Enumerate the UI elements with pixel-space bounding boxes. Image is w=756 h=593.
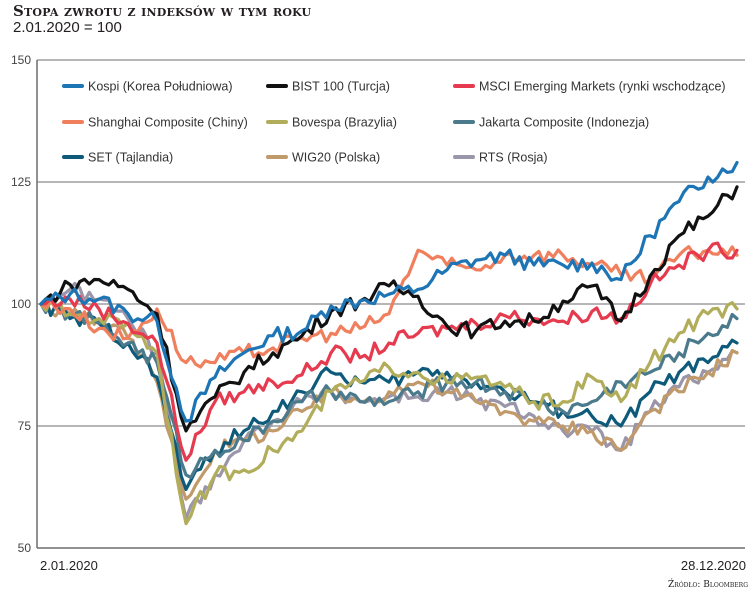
chart-subtitle: 2.01.2020 = 100 xyxy=(13,19,122,36)
series-line-5 xyxy=(39,298,739,480)
chart-title: Stopa zwrotu z indeksów w tym roku xyxy=(13,2,312,20)
legend-item: Shanghai Composite (Chiny) xyxy=(62,116,248,130)
legend-item: Bovespa (Brazylia) xyxy=(266,116,397,130)
source-note: Źródło: Bloomberg xyxy=(667,580,748,590)
legend: Kospi (Korea Południowa) BIST 100 (Turcja… xyxy=(62,80,726,165)
series-line-0 xyxy=(39,160,739,423)
legend-label: BIST 100 (Turcja) xyxy=(292,80,390,94)
x-start-label: 2.01.2020 xyxy=(40,558,98,573)
y-tick-label: 75 xyxy=(18,419,32,433)
axes xyxy=(36,60,745,549)
legend-item: MSCI Emerging Markets (rynki wschodzące) xyxy=(453,80,726,94)
legend-item: Jakarta Composite (Indonezja) xyxy=(453,116,649,130)
y-axis-ticks: 50 75 100 125 150 xyxy=(11,53,31,555)
legend-label: Bovespa (Brazylia) xyxy=(292,116,397,130)
legend-item: BIST 100 (Turcja) xyxy=(266,80,390,94)
series-lines xyxy=(39,160,739,526)
legend-item: Kospi (Korea Południowa) xyxy=(62,80,233,94)
x-end-label: 28.12.2020 xyxy=(681,558,746,573)
legend-label: RTS (Rosja) xyxy=(479,151,548,165)
legend-label: SET (Tajlandia) xyxy=(88,151,173,165)
series-line-6 xyxy=(39,298,739,491)
y-tick-label: 125 xyxy=(11,175,31,189)
legend-label: WIG20 (Polska) xyxy=(292,151,380,165)
series-line-1 xyxy=(39,185,739,433)
gridlines xyxy=(37,59,745,427)
y-tick-label: 150 xyxy=(11,53,31,67)
legend-label: Jakarta Composite (Indonezja) xyxy=(479,116,649,130)
y-tick-label: 100 xyxy=(11,297,31,311)
y-tick-label: 50 xyxy=(18,541,32,555)
legend-item: RTS (Rosja) xyxy=(453,151,548,165)
legend-label: MSCI Emerging Markets (rynki wschodzące) xyxy=(479,80,726,94)
legend-label: Kospi (Korea Południowa) xyxy=(88,80,233,94)
series-line-4 xyxy=(39,299,739,526)
legend-item: WIG20 (Polska) xyxy=(266,151,380,165)
legend-item: SET (Tajlandia) xyxy=(62,151,173,165)
legend-label: Shanghai Composite (Chiny) xyxy=(88,116,248,130)
